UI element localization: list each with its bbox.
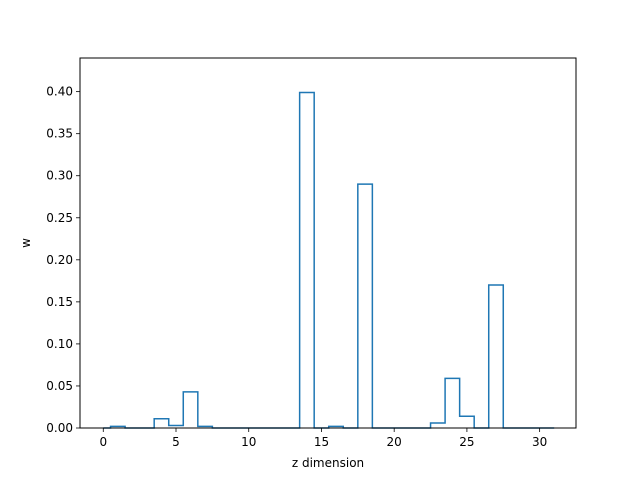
x-tick-label: 10 <box>241 435 256 449</box>
x-axis-label: z dimension <box>292 456 364 470</box>
x-tick-label: 20 <box>387 435 402 449</box>
x-tick-label: 0 <box>99 435 107 449</box>
y-axis: 0.00 0.05 0.10 0.15 0.20 0.25 0.30 0.35 0.40 <box>46 85 80 435</box>
plot-area <box>103 91 555 429</box>
x-tick-label: 15 <box>314 435 329 449</box>
series-step-line <box>103 91 555 429</box>
y-tick-label: 0.15 <box>46 295 73 309</box>
y-tick-label: 0.00 <box>46 421 73 435</box>
y-tick-label: 0.05 <box>46 379 73 393</box>
y-axis-label: w <box>19 238 33 248</box>
axes-frame <box>79 57 577 429</box>
x-tick-label: 30 <box>532 435 547 449</box>
y-tick-label: 0.35 <box>46 127 73 141</box>
y-tick-label: 0.25 <box>46 211 73 225</box>
y-tick-label: 0.30 <box>46 169 73 183</box>
x-tick-label: 5 <box>172 435 180 449</box>
y-tick-label: 0.40 <box>46 85 73 99</box>
x-tick-label: 25 <box>459 435 474 449</box>
x-axis: 0 5 10 15 20 25 30 <box>99 428 547 449</box>
y-tick-label: 0.20 <box>46 253 73 267</box>
y-tick-label: 0.10 <box>46 337 73 351</box>
